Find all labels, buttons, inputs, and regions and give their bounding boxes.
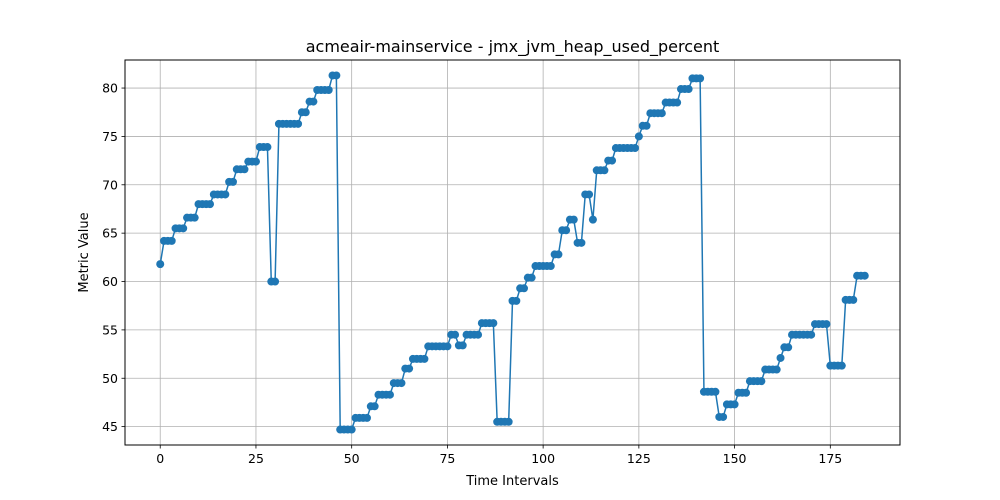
data-point bbox=[527, 273, 536, 282]
data-point bbox=[228, 177, 237, 186]
data-point bbox=[849, 295, 858, 304]
chart-title: acmeair-mainservice - jmx_jvm_heap_used_… bbox=[306, 37, 720, 57]
data-point bbox=[271, 277, 280, 286]
data-point bbox=[730, 400, 739, 409]
data-point bbox=[251, 157, 260, 166]
data-point bbox=[546, 262, 555, 271]
data-point bbox=[562, 226, 571, 235]
y-axis-label: Metric Value bbox=[77, 212, 92, 292]
grid bbox=[125, 60, 900, 445]
data-point bbox=[554, 250, 563, 259]
data-point bbox=[370, 402, 379, 411]
x-tick-label: 175 bbox=[818, 451, 842, 466]
data-point bbox=[600, 166, 609, 175]
y-axis-ticks: 45 50 55 60 65 70 75 80 bbox=[102, 81, 125, 434]
x-tick-label: 0 bbox=[156, 451, 164, 466]
y-tick-label: 75 bbox=[102, 129, 118, 144]
data-point bbox=[860, 271, 869, 280]
data-point bbox=[405, 364, 414, 373]
data-point bbox=[294, 119, 303, 128]
data-point bbox=[489, 319, 498, 328]
y-tick-label: 50 bbox=[102, 371, 118, 386]
x-tick-label: 25 bbox=[248, 451, 264, 466]
data-point bbox=[742, 388, 751, 397]
x-tick-label: 50 bbox=[344, 451, 360, 466]
series-group bbox=[156, 71, 869, 434]
data-point bbox=[631, 144, 640, 153]
x-tick-label: 100 bbox=[531, 451, 555, 466]
data-point bbox=[167, 236, 176, 245]
data-point bbox=[190, 213, 199, 222]
y-tick-label: 60 bbox=[102, 274, 118, 289]
data-point bbox=[451, 330, 460, 339]
data-point bbox=[179, 224, 188, 233]
data-point bbox=[577, 238, 586, 247]
data-point bbox=[206, 200, 214, 209]
data-point bbox=[696, 74, 705, 83]
data-point bbox=[585, 190, 594, 199]
data-point bbox=[588, 215, 597, 224]
data-point bbox=[634, 132, 643, 141]
data-point bbox=[504, 417, 513, 426]
data-point bbox=[519, 284, 528, 293]
data-point bbox=[397, 379, 406, 388]
data-point bbox=[385, 390, 394, 399]
data-point bbox=[332, 71, 341, 80]
data-point bbox=[608, 156, 617, 165]
data-point bbox=[719, 412, 728, 421]
data-point bbox=[458, 341, 467, 350]
data-point bbox=[420, 354, 429, 363]
data-point bbox=[263, 143, 272, 152]
data-point bbox=[309, 97, 318, 106]
data-point bbox=[301, 108, 310, 117]
data-point bbox=[512, 296, 521, 305]
y-tick-label: 70 bbox=[102, 177, 118, 192]
data-point bbox=[240, 165, 249, 174]
data-point bbox=[822, 320, 831, 329]
data-point bbox=[324, 85, 333, 94]
y-tick-label: 55 bbox=[102, 322, 118, 337]
data-point bbox=[711, 387, 720, 396]
data-point bbox=[784, 343, 793, 352]
data-point bbox=[642, 121, 651, 130]
y-tick-label: 80 bbox=[102, 81, 118, 96]
y-tick-label: 65 bbox=[102, 226, 118, 241]
x-tick-label: 75 bbox=[439, 451, 455, 466]
y-tick-label: 45 bbox=[102, 419, 118, 434]
data-point bbox=[776, 353, 785, 362]
x-tick-label: 125 bbox=[627, 451, 651, 466]
data-point bbox=[347, 425, 356, 434]
data-point bbox=[156, 260, 165, 269]
plot-frame bbox=[124, 59, 901, 446]
data-point bbox=[757, 377, 766, 386]
x-tick-label: 150 bbox=[723, 451, 747, 466]
data-point bbox=[657, 109, 666, 118]
data-point bbox=[673, 98, 682, 107]
data-point bbox=[474, 330, 483, 339]
x-axis-label: Time Intervals bbox=[465, 474, 559, 489]
data-point bbox=[443, 342, 452, 351]
data-point bbox=[363, 413, 371, 422]
data-point bbox=[807, 330, 816, 339]
data-point bbox=[837, 361, 846, 370]
data-point bbox=[772, 365, 781, 374]
data-point bbox=[569, 215, 578, 224]
x-axis-ticks: 0 25 50 75 100 125 150 175 bbox=[156, 445, 842, 466]
data-point bbox=[221, 190, 230, 199]
data-point bbox=[684, 85, 693, 94]
